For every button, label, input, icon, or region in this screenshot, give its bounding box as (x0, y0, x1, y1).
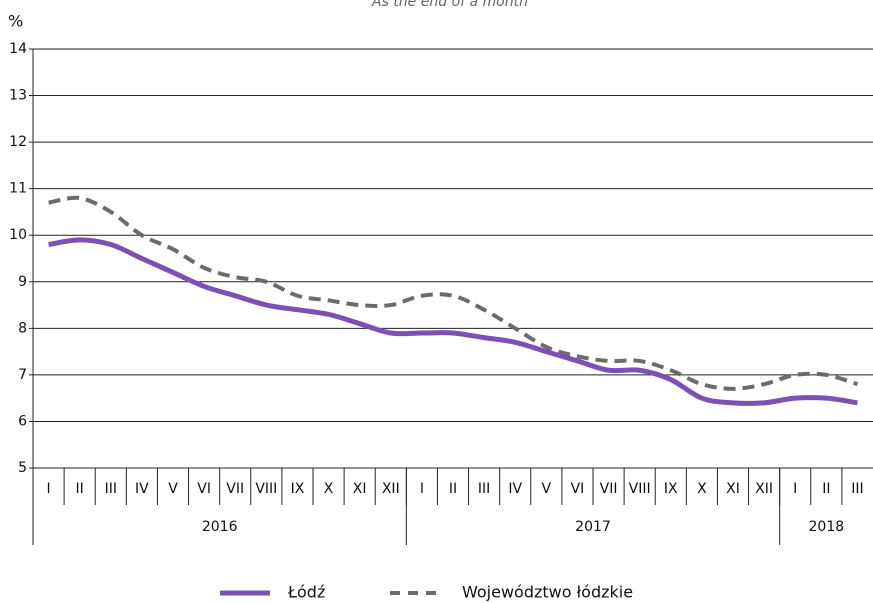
y-tick-label: 13 (9, 88, 27, 104)
x-tick-label: III (478, 481, 490, 497)
x-tick-label: VIII (255, 481, 277, 497)
x-tick-label: I (46, 481, 50, 497)
x-tick-label: VIII (629, 481, 651, 497)
y-axis-label: % (8, 12, 23, 31)
x-tick-label: IX (291, 481, 305, 497)
series-line (48, 237, 858, 406)
x-tick-label: VI (571, 481, 585, 497)
x-tick-label: XI (353, 481, 367, 497)
x-tick-label: I (793, 481, 797, 497)
x-tick-label: III (105, 481, 117, 497)
x-group-label: 2017 (575, 519, 611, 535)
x-group-label: 2016 (202, 519, 238, 535)
x-tick-label: VII (226, 481, 244, 497)
y-tick-label: 7 (18, 367, 27, 383)
x-tick-label: X (697, 481, 707, 497)
x-tick-label: VII (600, 481, 618, 497)
x-tick-label: I (420, 481, 424, 497)
y-tick-label: 5 (18, 460, 27, 476)
x-tick-label: IV (135, 481, 149, 497)
x-tick-label: III (851, 481, 863, 497)
x-group-label: 2018 (809, 519, 845, 535)
chart-title: As the end of a month (371, 0, 528, 10)
y-tick-label: 8 (18, 320, 27, 336)
legend-label: Województwo łódzkie (462, 583, 633, 602)
y-tick-label: 12 (9, 134, 27, 150)
x-tick-label: II (822, 481, 830, 497)
x-tick-label: V (168, 481, 178, 497)
x-tick-label: II (449, 481, 457, 497)
x-tick-label: XI (726, 481, 740, 497)
y-tick-label: 9 (18, 274, 27, 290)
x-tick-label: X (324, 481, 334, 497)
x-tick-label: V (542, 481, 552, 497)
y-tick-label: 10 (9, 227, 27, 243)
x-tick-label: IX (664, 481, 678, 497)
legend-label: Łódź (287, 583, 325, 602)
y-tick-label: 6 (18, 413, 27, 429)
x-tick-label: IV (508, 481, 522, 497)
x-tick-label: XII (382, 481, 400, 497)
x-tick-label: VI (197, 481, 211, 497)
series-line (48, 195, 859, 391)
x-tick-label: XII (755, 481, 773, 497)
x-tick-label: II (76, 481, 84, 497)
y-tick-label: 14 (9, 41, 27, 57)
y-tick-label: 11 (9, 181, 27, 197)
